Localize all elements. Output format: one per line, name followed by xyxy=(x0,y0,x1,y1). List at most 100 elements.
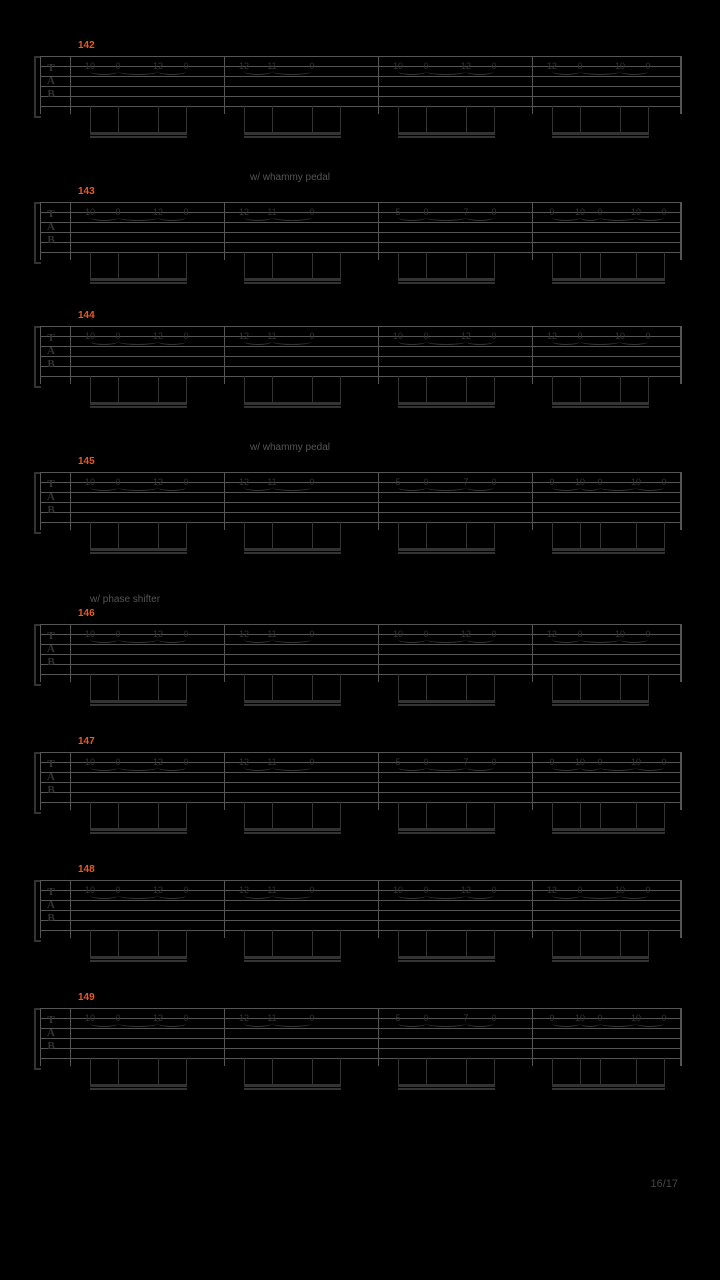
note-stem xyxy=(118,376,119,402)
note-stem xyxy=(600,1058,601,1084)
measure-number: 149 xyxy=(78,992,95,1003)
tie-arc xyxy=(398,338,426,345)
note-stem xyxy=(158,522,159,548)
tie-arc xyxy=(158,338,186,345)
note-stem xyxy=(158,1058,159,1084)
tie-arc xyxy=(272,1020,312,1027)
tie-arc xyxy=(118,68,158,75)
beam xyxy=(398,1084,495,1087)
tie-arc xyxy=(244,892,272,899)
note-stem xyxy=(620,106,621,132)
tie-arc xyxy=(244,214,272,221)
note-stem xyxy=(580,930,581,956)
note-stem xyxy=(398,522,399,548)
beam xyxy=(244,552,341,554)
beam xyxy=(90,704,187,706)
tie-arc xyxy=(466,892,494,899)
note-stem xyxy=(580,802,581,828)
tie-arc xyxy=(552,338,580,345)
tie-arc xyxy=(552,892,580,899)
beam xyxy=(90,282,187,284)
note-stem xyxy=(118,1058,119,1084)
beam xyxy=(244,828,341,831)
tab-clef: TAB xyxy=(46,886,56,925)
tie-arc xyxy=(398,214,426,221)
note-stem xyxy=(636,802,637,828)
beam xyxy=(552,1084,665,1087)
tie-arc xyxy=(244,636,272,643)
beam xyxy=(398,278,495,281)
note-stem xyxy=(494,802,495,828)
note-stem xyxy=(636,1058,637,1084)
note-stem xyxy=(244,674,245,700)
tie-arc xyxy=(600,214,636,221)
beam xyxy=(398,832,495,834)
note-stem xyxy=(426,1058,427,1084)
beam xyxy=(398,282,495,284)
tie-arc xyxy=(552,764,580,771)
tie-arc xyxy=(580,338,620,345)
tie-arc xyxy=(244,484,272,491)
beam xyxy=(552,402,649,405)
note-stem xyxy=(90,802,91,828)
tie-arc xyxy=(118,1020,158,1027)
beam xyxy=(398,700,495,703)
note-stem xyxy=(272,106,273,132)
note-stem xyxy=(426,376,427,402)
note-stem xyxy=(426,522,427,548)
tie-arc xyxy=(158,214,186,221)
note-stem xyxy=(636,522,637,548)
tie-arc xyxy=(552,1020,580,1027)
note-stem xyxy=(466,802,467,828)
tie-arc xyxy=(600,484,636,491)
beam xyxy=(552,282,665,284)
note-stem xyxy=(398,674,399,700)
note-stem xyxy=(552,802,553,828)
beam xyxy=(90,548,187,551)
note-stem xyxy=(186,1058,187,1084)
note-stem xyxy=(494,522,495,548)
note-stem xyxy=(158,802,159,828)
note-stem xyxy=(186,930,187,956)
note-stem xyxy=(648,674,649,700)
beam xyxy=(244,700,341,703)
note-stem xyxy=(90,376,91,402)
note-stem xyxy=(312,1058,313,1084)
tie-arc xyxy=(620,892,648,899)
tie-arc xyxy=(466,68,494,75)
tie-arc xyxy=(118,214,158,221)
note-stem xyxy=(340,106,341,132)
note-stem xyxy=(340,802,341,828)
note-stem xyxy=(552,674,553,700)
note-stem xyxy=(312,376,313,402)
tie-arc xyxy=(552,214,580,221)
note-stem xyxy=(158,252,159,278)
tie-arc xyxy=(158,68,186,75)
note-stem xyxy=(272,1058,273,1084)
beam xyxy=(90,828,187,831)
tie-arc xyxy=(552,68,580,75)
note-stem xyxy=(552,376,553,402)
note-stem xyxy=(636,252,637,278)
note-stem xyxy=(272,376,273,402)
note-stem xyxy=(580,106,581,132)
note-stem xyxy=(664,1058,665,1084)
beam xyxy=(244,956,341,959)
note-stem xyxy=(398,1058,399,1084)
note-stem xyxy=(620,376,621,402)
tie-arc xyxy=(580,214,600,221)
tie-arc xyxy=(580,892,620,899)
note-stem xyxy=(664,802,665,828)
note-stem xyxy=(580,376,581,402)
tie-arc xyxy=(466,484,494,491)
beam xyxy=(90,136,187,138)
tie-arc xyxy=(244,764,272,771)
note-stem xyxy=(580,674,581,700)
tie-arc xyxy=(580,764,600,771)
note-stem xyxy=(118,522,119,548)
beam xyxy=(90,832,187,834)
note-stem xyxy=(466,106,467,132)
tab-clef: TAB xyxy=(46,478,56,517)
note-stem xyxy=(312,674,313,700)
note-stem xyxy=(466,930,467,956)
